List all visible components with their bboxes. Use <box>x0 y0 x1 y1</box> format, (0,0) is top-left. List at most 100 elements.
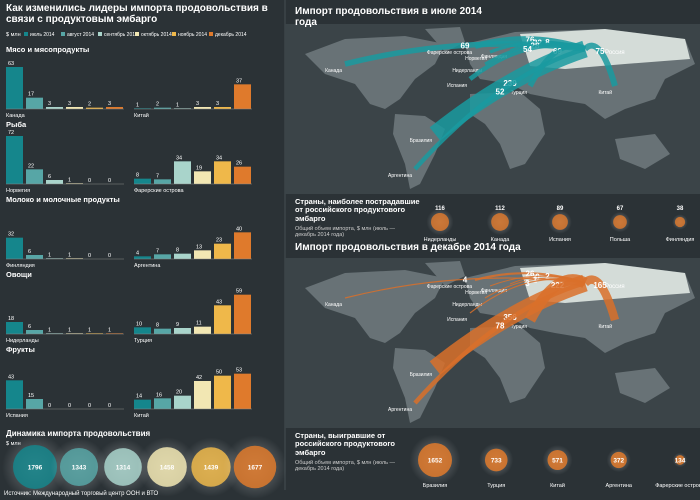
value-label: 0 <box>88 178 91 184</box>
legend-swatch <box>172 32 176 36</box>
value-label: 3 <box>216 101 219 107</box>
value-label: 7 <box>156 173 159 179</box>
flow <box>582 275 620 322</box>
flow-label: 3 <box>525 279 530 288</box>
country-label: Нидерланды <box>452 302 482 308</box>
value-label: 6 <box>28 324 31 330</box>
value-label: 26 <box>236 161 242 167</box>
value-label: 3 <box>68 101 71 107</box>
bubble <box>484 448 508 472</box>
bar <box>154 107 171 109</box>
value-label: 1439 <box>204 465 219 472</box>
value-label: 67 <box>617 206 624 212</box>
bar <box>194 250 211 259</box>
bar <box>234 232 251 259</box>
bar <box>26 330 43 334</box>
panel-title: Как изменились лидеры импорта продовольс… <box>6 3 268 25</box>
map-title: Импорт продовольствия в июле 2014 года <box>295 6 482 28</box>
bar <box>134 399 151 409</box>
bubble <box>13 445 57 489</box>
value-label: 8 <box>176 248 179 254</box>
value-label: 20 <box>176 390 182 396</box>
value-label: 1 <box>48 327 51 333</box>
bar <box>134 327 151 334</box>
bubble <box>613 215 627 229</box>
bubble <box>547 450 568 470</box>
country-label: Норвегия <box>465 290 487 296</box>
value-label: 7 <box>156 248 159 254</box>
bubble <box>491 213 509 231</box>
legend-label: август 2014 <box>67 32 94 38</box>
country-label: Бразилия <box>410 372 433 378</box>
category-label: Норвегия <box>6 188 30 194</box>
legend-swatch <box>135 32 139 36</box>
value-label: 1 <box>136 102 139 108</box>
country-label: Аргентина <box>388 407 412 413</box>
value-label: 13 <box>196 244 202 250</box>
country-label: Бразилия <box>410 138 433 144</box>
bar <box>234 373 251 409</box>
category-label: Бразилия <box>423 483 448 489</box>
destination-label: Россия <box>605 284 625 290</box>
bar <box>194 107 211 109</box>
value-label: 0 <box>88 403 91 409</box>
bubble <box>418 443 452 477</box>
value-label: 14 <box>136 394 142 400</box>
country-label: Фарерские острова <box>427 284 472 290</box>
bubbles-title: Страны, наиболее пострадавшие от российс… <box>295 197 420 223</box>
flow-label: 52 <box>496 88 505 97</box>
country-label: Финляндия <box>481 288 507 294</box>
map-title: Импорт продовольствия в декабре 2014 год… <box>295 242 521 253</box>
bar <box>66 258 83 259</box>
bar <box>134 256 151 259</box>
bubbles-subtitle: Общий объем импорта, $ млн (июль — декаб… <box>295 460 396 473</box>
legend-label: июль 2014 <box>30 32 55 38</box>
bar <box>234 84 251 109</box>
flow-label: 8 <box>545 38 550 47</box>
country-label: Нидерланды <box>452 68 482 74</box>
value-label: 1314 <box>116 465 131 472</box>
value-label: 112 <box>495 206 505 212</box>
flow <box>413 280 586 405</box>
value-label: 0 <box>108 178 111 184</box>
bar <box>6 322 23 334</box>
bar <box>174 328 191 334</box>
value-label: 89 <box>557 206 564 212</box>
value-label: 15 <box>28 393 34 399</box>
value-label: 1 <box>108 327 111 333</box>
bar <box>214 243 231 259</box>
world-map <box>285 258 700 428</box>
value-label: 38 <box>677 206 684 212</box>
flow-label: 165 <box>593 281 607 290</box>
country-label: Норвегия <box>465 56 487 62</box>
unit: $ млн <box>6 441 21 447</box>
value-label: 8 <box>156 323 159 329</box>
bubble <box>104 448 142 486</box>
legend-swatch <box>61 32 65 36</box>
bar <box>214 305 231 334</box>
category-label: Нидерланды <box>424 237 457 243</box>
category-label: Аргентина <box>606 483 633 489</box>
section-title: Рыба <box>6 120 27 129</box>
value-label: 18 <box>8 316 14 322</box>
country-label: Испания <box>447 83 467 89</box>
category-label: Турция <box>487 483 505 489</box>
value-label: 3 <box>48 101 51 107</box>
legend-label: октябрь 2014 <box>141 32 172 38</box>
legend-label: сентябрь 2014 <box>104 32 138 38</box>
bar <box>86 333 103 334</box>
flow-label: 69 <box>461 41 470 50</box>
value-label: 23 <box>216 238 222 244</box>
value-label: 1 <box>176 102 179 108</box>
bubble <box>59 447 99 487</box>
legend-swatch <box>98 32 102 36</box>
bar <box>174 395 191 409</box>
country-label: Канада <box>325 302 342 308</box>
bar <box>174 253 191 259</box>
bar <box>46 258 63 259</box>
bubble <box>233 445 277 489</box>
bar <box>194 381 211 409</box>
bar <box>174 108 191 109</box>
